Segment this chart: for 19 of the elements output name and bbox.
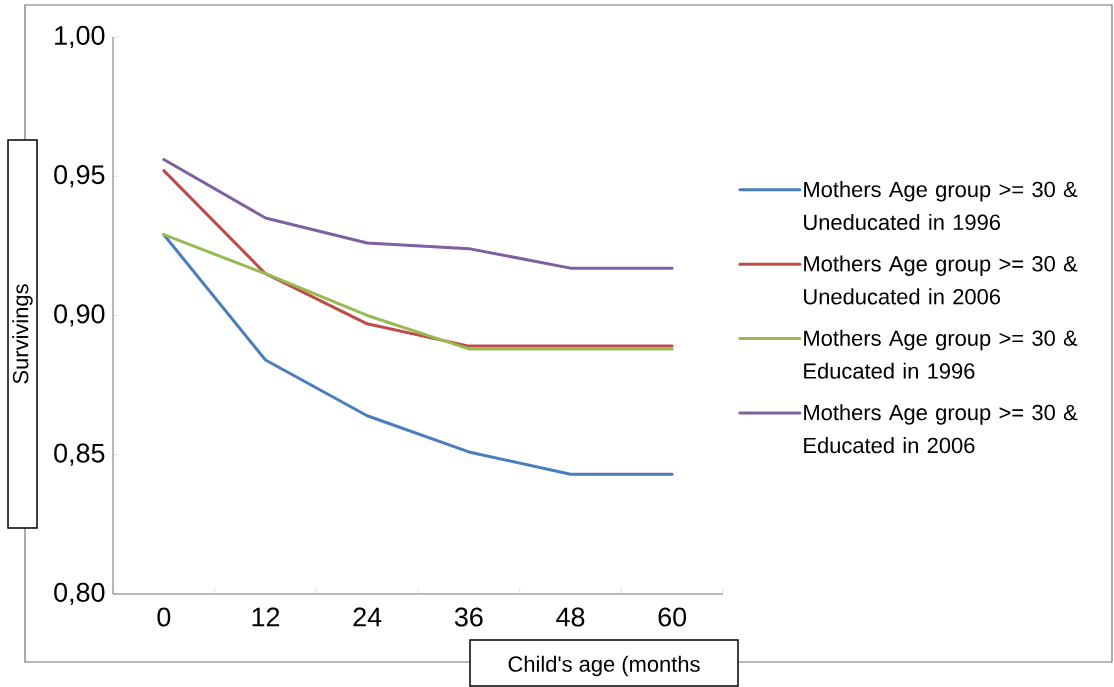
x-axis-title: Child's age (months [508, 655, 700, 677]
line-series [162, 158, 674, 270]
x-tick-label: 48 [556, 607, 585, 627]
y-tick-label: 0,95 [54, 165, 105, 188]
y-tick-label: 0,90 [54, 304, 105, 327]
line-series [162, 233, 674, 476]
legend-label: Mothers Age group >= 30 & Educated in 1996 [804, 329, 1078, 379]
y-axis-title: Survivings [12, 284, 33, 384]
y-tick-label: 1,00 [55, 25, 105, 49]
legend-label: Mothers Age group >= 30 & Educated in 2006 [804, 404, 1078, 454]
y-tick-label: 0,85 [54, 443, 105, 466]
legend-label: Mothers Age group >= 30 & Uneducated in 1996 [804, 181, 1078, 231]
x-tick-label: 24 [353, 607, 382, 627]
legend-label: Mothers Age group >= 30 & Uneducated in 2006 [804, 255, 1078, 305]
x-tick-label: 60 [658, 607, 687, 627]
x-tick-label: 36 [454, 607, 483, 627]
y-tick-label: 0,80 [54, 582, 105, 606]
x-tick-label: 0 [157, 607, 171, 627]
x-tick-label: 12 [252, 607, 280, 627]
